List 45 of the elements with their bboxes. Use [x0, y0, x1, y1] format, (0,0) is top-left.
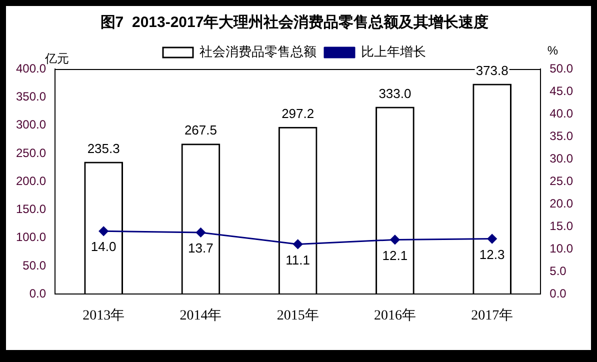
y2-tick-label: 50.0 [550, 61, 574, 76]
x-tick-label: 2016年 [374, 307, 416, 324]
data-label: 333.0 [378, 86, 412, 101]
legend-label: 社会消费品零售总额 [200, 44, 316, 60]
y-tick-label: 400.0 [16, 61, 46, 76]
y-tick-label: 250.0 [16, 146, 46, 160]
y2-tick-label: 35.0 [550, 128, 574, 143]
y-axis-title: 亿元 [44, 51, 70, 66]
point [487, 234, 497, 244]
y2-axis-title: % [547, 43, 558, 58]
y2-tick-label: 0.0 [550, 286, 567, 301]
x-tick-label: 2013年 [82, 307, 125, 324]
data-label: 14.0 [90, 239, 116, 254]
data-label: 12.1 [382, 248, 408, 263]
legend-label: 比上年增长 [361, 44, 426, 60]
y2-tick-label: 40.0 [550, 106, 574, 120]
data-label: 12.3 [479, 246, 505, 262]
point [98, 226, 108, 236]
x-tick-label: 2015年 [276, 307, 319, 324]
y-tick-label: 350.0 [16, 89, 46, 104]
x-tick-label: 2017年 [471, 307, 514, 324]
data-label: 267.5 [184, 122, 217, 138]
point [390, 234, 400, 244]
y2-tick-label: 25.0 [550, 174, 574, 188]
y-tick-label: 300.0 [16, 118, 46, 132]
y2-tick-label: 10.0 [550, 241, 574, 256]
y-tick-label: 0.0 [29, 286, 46, 301]
point [293, 239, 303, 249]
x-tick-label: 2014年 [180, 307, 222, 324]
y2-tick-label: 15.0 [550, 218, 574, 233]
chart-title: 图7 2013-2017年大理州社会消费品零售总额及其增长速度 [100, 13, 489, 32]
data-label: 13.7 [188, 240, 214, 256]
y2-tick-label: 5.0 [550, 264, 567, 278]
point [196, 228, 206, 238]
y-tick-label: 50.0 [22, 258, 46, 272]
y-tick-label: 200.0 [16, 174, 46, 188]
data-label: 373.8 [476, 62, 508, 78]
y2-tick-label: 30.0 [550, 151, 574, 166]
data-label: 297.2 [282, 106, 314, 121]
data-label: 235.3 [87, 140, 120, 156]
data-label: 11.1 [286, 252, 310, 268]
y-tick-label: 100.0 [16, 230, 46, 244]
y-tick-label: 150.0 [16, 202, 46, 216]
y2-tick-label: 20.0 [550, 196, 574, 210]
y2-tick-label: 45.0 [550, 84, 574, 98]
